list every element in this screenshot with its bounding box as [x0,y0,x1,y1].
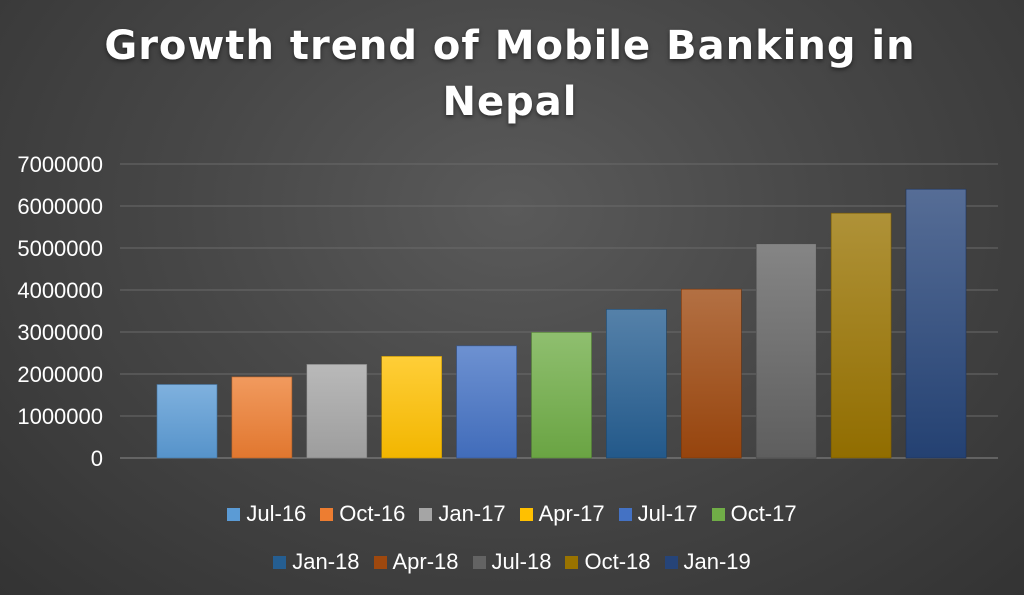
bar-oct-18 [830,212,892,459]
legend-swatch [227,507,241,521]
legend-label: Jan-18 [292,549,360,574]
chart-title-line-2: Nepal [442,79,578,125]
bars [156,188,967,459]
y-tick-label: 3000000 [17,320,103,345]
bar-oct-17 [531,332,592,459]
legend-label: Apr-18 [392,549,459,574]
legend-item-apr-17: Apr-17 [519,501,605,527]
legend-item-oct-17: Oct-17 [711,501,797,527]
bar-jul-16 [156,384,218,459]
legend-item-oct-18: Oct-18 [565,549,651,575]
chart-title: Growth trend of Mobile Banking in Nepal [0,18,1020,130]
legend-swatch [373,555,387,569]
legend-label: Jul-18 [491,549,552,574]
y-tick-label: 1000000 [17,404,103,429]
y-tick-label: 5000000 [17,236,103,261]
legend-label: Oct-18 [584,549,651,574]
y-tick-label: 7000000 [17,152,103,177]
legend-item-jul-16: Jul-16 [227,501,306,527]
bar-jan-18 [606,309,667,459]
y-tick-label: 2000000 [17,362,103,387]
legend-label: Apr-17 [538,501,605,526]
legend-item-apr-18: Apr-18 [373,549,459,575]
y-axis-labels: 0 1000000 2000000 3000000 4000000 5000000 6000… [17,152,103,471]
legend-row-1: Jul-16 Oct-16 Jan-17 Apr-17 Jul-17 Oct-17 [0,501,1024,527]
bar-apr-17 [381,356,443,459]
legend-item-jul-18: Jul-18 [472,549,552,575]
legend-swatch [419,507,433,521]
legend-row-2: Jan-18 Apr-18 Jul-18 Oct-18 Jan-19 [0,549,1024,575]
bar-oct-16 [231,376,293,459]
legend-label: Oct-17 [730,501,797,526]
legend-swatch [711,507,725,521]
legend-swatch [273,555,287,569]
legend-label: Jan-19 [683,549,751,574]
legend-item-jan-17: Jan-17 [419,501,506,527]
y-tick-label: 0 [91,446,103,471]
legend-item-jan-19: Jan-19 [664,549,751,575]
chart-title-line-1: Growth trend of Mobile Banking in [104,23,916,69]
legend-swatch [472,555,486,569]
bar-jul-17 [456,345,517,459]
legend-swatch [618,507,632,521]
legend-label: Oct-16 [339,501,406,526]
legend-swatch [320,507,334,521]
bar-jan-19 [905,188,967,459]
legend-label: Jul-16 [246,501,307,526]
y-tick-label: 6000000 [17,194,103,219]
bar-jan-17 [306,364,368,459]
legend-item-jan-18: Jan-18 [273,549,360,575]
legend-label: Jan-17 [438,501,506,526]
legend-item-jul-17: Jul-17 [618,501,698,527]
legend-swatch [565,555,579,569]
y-tick-label: 4000000 [17,278,103,303]
legend-swatch [664,555,678,569]
legend-label: Jul-17 [637,501,698,526]
legend-swatch [519,507,533,521]
bar-apr-18 [680,288,742,459]
legend-item-oct-16: Oct-16 [320,501,405,527]
bar-jul-18 [755,243,817,459]
